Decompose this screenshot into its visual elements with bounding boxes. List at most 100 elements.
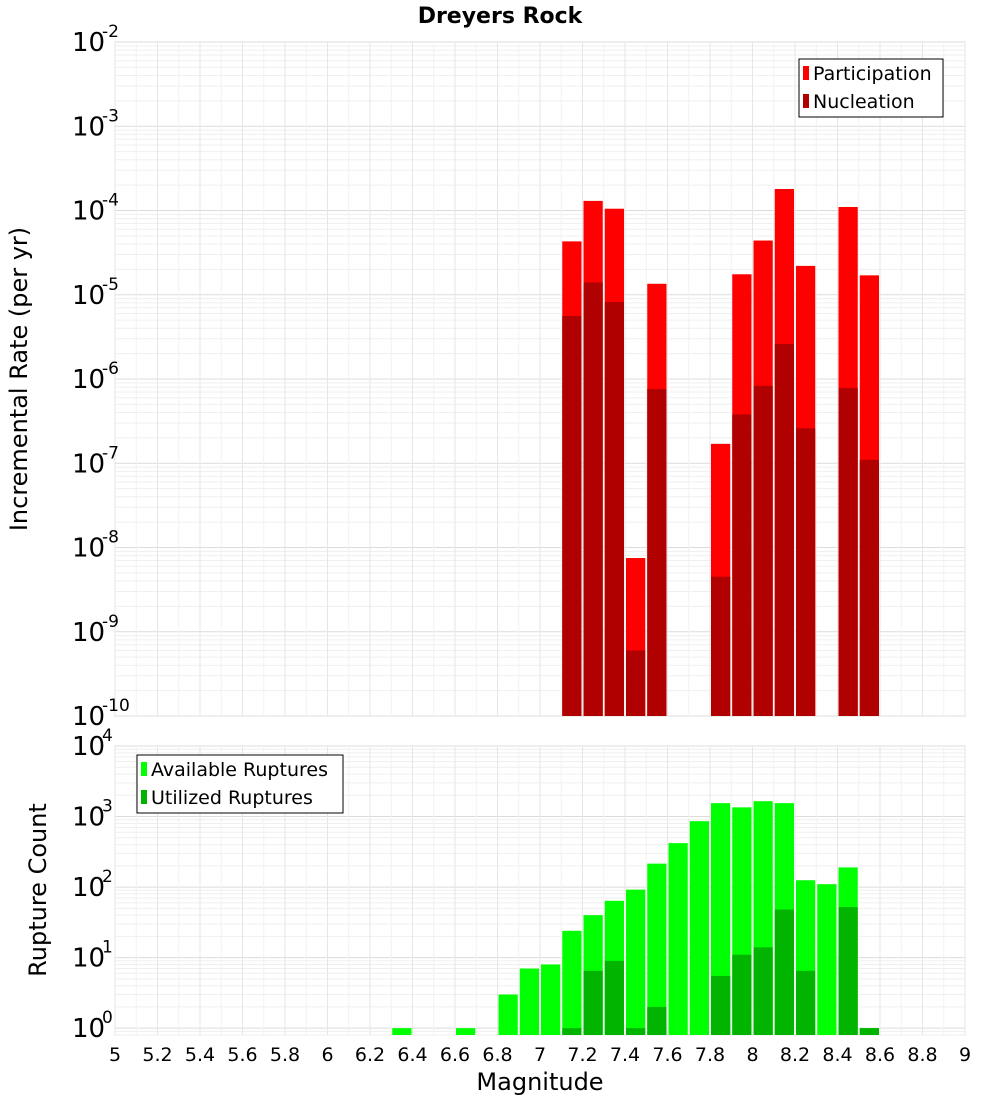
y-tick-label: 10 (72, 197, 105, 227)
x-tick-label: 7 (534, 1044, 546, 1066)
y-tick-label: 10 (72, 1014, 105, 1044)
nucleation-bar (859, 459, 879, 716)
x-tick-label: 6.6 (440, 1044, 470, 1066)
x-tick-label: 8.2 (780, 1044, 810, 1066)
y-tick-exponent: -7 (102, 443, 119, 463)
utilized-ruptures-bar (604, 960, 624, 1035)
utilized-ruptures-bar (647, 1006, 667, 1035)
utilized-ruptures-bar (562, 1028, 582, 1035)
x-tick-label: 5.8 (270, 1044, 300, 1066)
y-tick-label: 10 (72, 944, 105, 974)
x-tick-label: 8.6 (865, 1044, 895, 1066)
y-tick-exponent: 2 (102, 867, 113, 887)
x-tick-label: 6.2 (355, 1044, 385, 1066)
rate-plot-bars (562, 188, 879, 717)
y-tick-exponent: 1 (102, 938, 113, 958)
available-ruptures-bar (541, 964, 561, 1035)
y-tick-exponent: -6 (102, 359, 119, 379)
available-ruptures-bar (626, 889, 646, 1035)
x-tick-label: 6.8 (482, 1044, 512, 1066)
participation-legend-label: Participation (813, 63, 932, 85)
available-ruptures-bar (498, 994, 518, 1035)
rate-plot-grid (114, 41, 966, 717)
x-tick-label: 5.2 (142, 1044, 172, 1066)
y-tick-exponent: -8 (102, 528, 119, 548)
utilized-ruptures-bar (753, 947, 773, 1035)
nucleation-bar (732, 414, 752, 716)
available-ruptures-bar (689, 821, 709, 1035)
y-tick-label: 10 (72, 873, 105, 903)
y-tick-label: 10 (72, 365, 105, 395)
y-tick-exponent: -2 (102, 22, 119, 42)
y-tick-exponent: -5 (102, 275, 119, 295)
y-tick-exponent: -10 (102, 696, 130, 716)
x-tick-label: 8 (746, 1044, 758, 1066)
y-tick-exponent: 4 (102, 726, 113, 746)
utilized-ruptures-bar (626, 1028, 646, 1035)
y-tick-exponent: -9 (102, 612, 119, 632)
nucleation-bar (774, 344, 794, 716)
available-legend-swatch (141, 762, 147, 776)
rupture-legend-box (136, 754, 344, 814)
x-tick-label: 9 (959, 1044, 971, 1066)
x-tick-label: 7.8 (695, 1044, 725, 1066)
available-ruptures-bar (456, 1028, 476, 1035)
y-tick-exponent: 3 (102, 797, 113, 817)
nucleation-legend-swatch (803, 94, 809, 108)
y-tick-label: 10 (72, 112, 105, 142)
participation-legend-swatch (803, 66, 809, 80)
available-ruptures-bar (817, 884, 837, 1035)
y-tick-label: 10 (72, 28, 105, 58)
x-tick-label: 8.8 (907, 1044, 937, 1066)
x-tick-label: 7.2 (567, 1044, 597, 1066)
utilized-ruptures-bar (774, 909, 794, 1035)
x-tick-label: 5 (109, 1044, 121, 1066)
utilized-legend-label: Utilized Ruptures (151, 787, 313, 809)
x-tick-label: 5.6 (227, 1044, 257, 1066)
utilized-legend-swatch (141, 790, 147, 804)
nucleation-bar (626, 650, 646, 716)
utilized-ruptures-bar (732, 954, 752, 1035)
available-ruptures-bar (647, 863, 667, 1035)
x-tick-label: 7.6 (652, 1044, 682, 1066)
x-tick-label: 6 (321, 1044, 333, 1066)
x-tick-label: 7.4 (610, 1044, 640, 1066)
y-tick-label: 10 (72, 281, 105, 311)
y-tick-label: 10 (72, 803, 105, 833)
nucleation-bar (753, 385, 773, 716)
rupture-legend: Available Ruptures Utilized Ruptures (136, 754, 344, 814)
utilized-ruptures-bar (711, 975, 731, 1035)
y-tick-label: 10 (72, 534, 105, 564)
rate-legend: Participation Nucleation (798, 58, 944, 118)
y-tick-label: 10 (72, 702, 105, 732)
magnitude-x-ticks: 5 5.2 5.4 5.6 5.8 6 6.2 6.4 6.6 6.8 7 7.2 7.4 7.6 7.8 8… (109, 1044, 971, 1066)
utilized-ruptures-bar (859, 1028, 879, 1035)
y-tick-label: 10 (72, 732, 105, 762)
rate-legend-box (798, 58, 944, 118)
nucleation-bar (604, 302, 624, 716)
nucleation-bar (647, 389, 667, 716)
y-tick-exponent: 0 (102, 1008, 113, 1028)
utilized-ruptures-bar (796, 970, 816, 1035)
utilized-ruptures-bar (838, 907, 858, 1035)
y-tick-label: 10 (72, 449, 105, 479)
rupture-count-plot-bars (392, 801, 879, 1035)
rate-y-axis-label: Incremental Rate (per yr) (5, 227, 33, 531)
rupture-count-y-axis-label: Rupture Count (24, 803, 52, 977)
x-tick-label: 5.4 (185, 1044, 215, 1066)
y-tick-exponent: -3 (102, 106, 119, 126)
available-ruptures-bar (562, 930, 582, 1035)
y-tick-exponent: -4 (102, 191, 119, 211)
nucleation-bar (711, 576, 731, 716)
available-legend-label: Available Ruptures (151, 759, 328, 781)
nucleation-bar (796, 428, 816, 716)
utilized-ruptures-bar (583, 970, 603, 1035)
available-ruptures-bar (392, 1028, 412, 1035)
y-tick-label: 10 (72, 618, 105, 648)
x-axis-label: Magnitude (476, 1068, 603, 1096)
